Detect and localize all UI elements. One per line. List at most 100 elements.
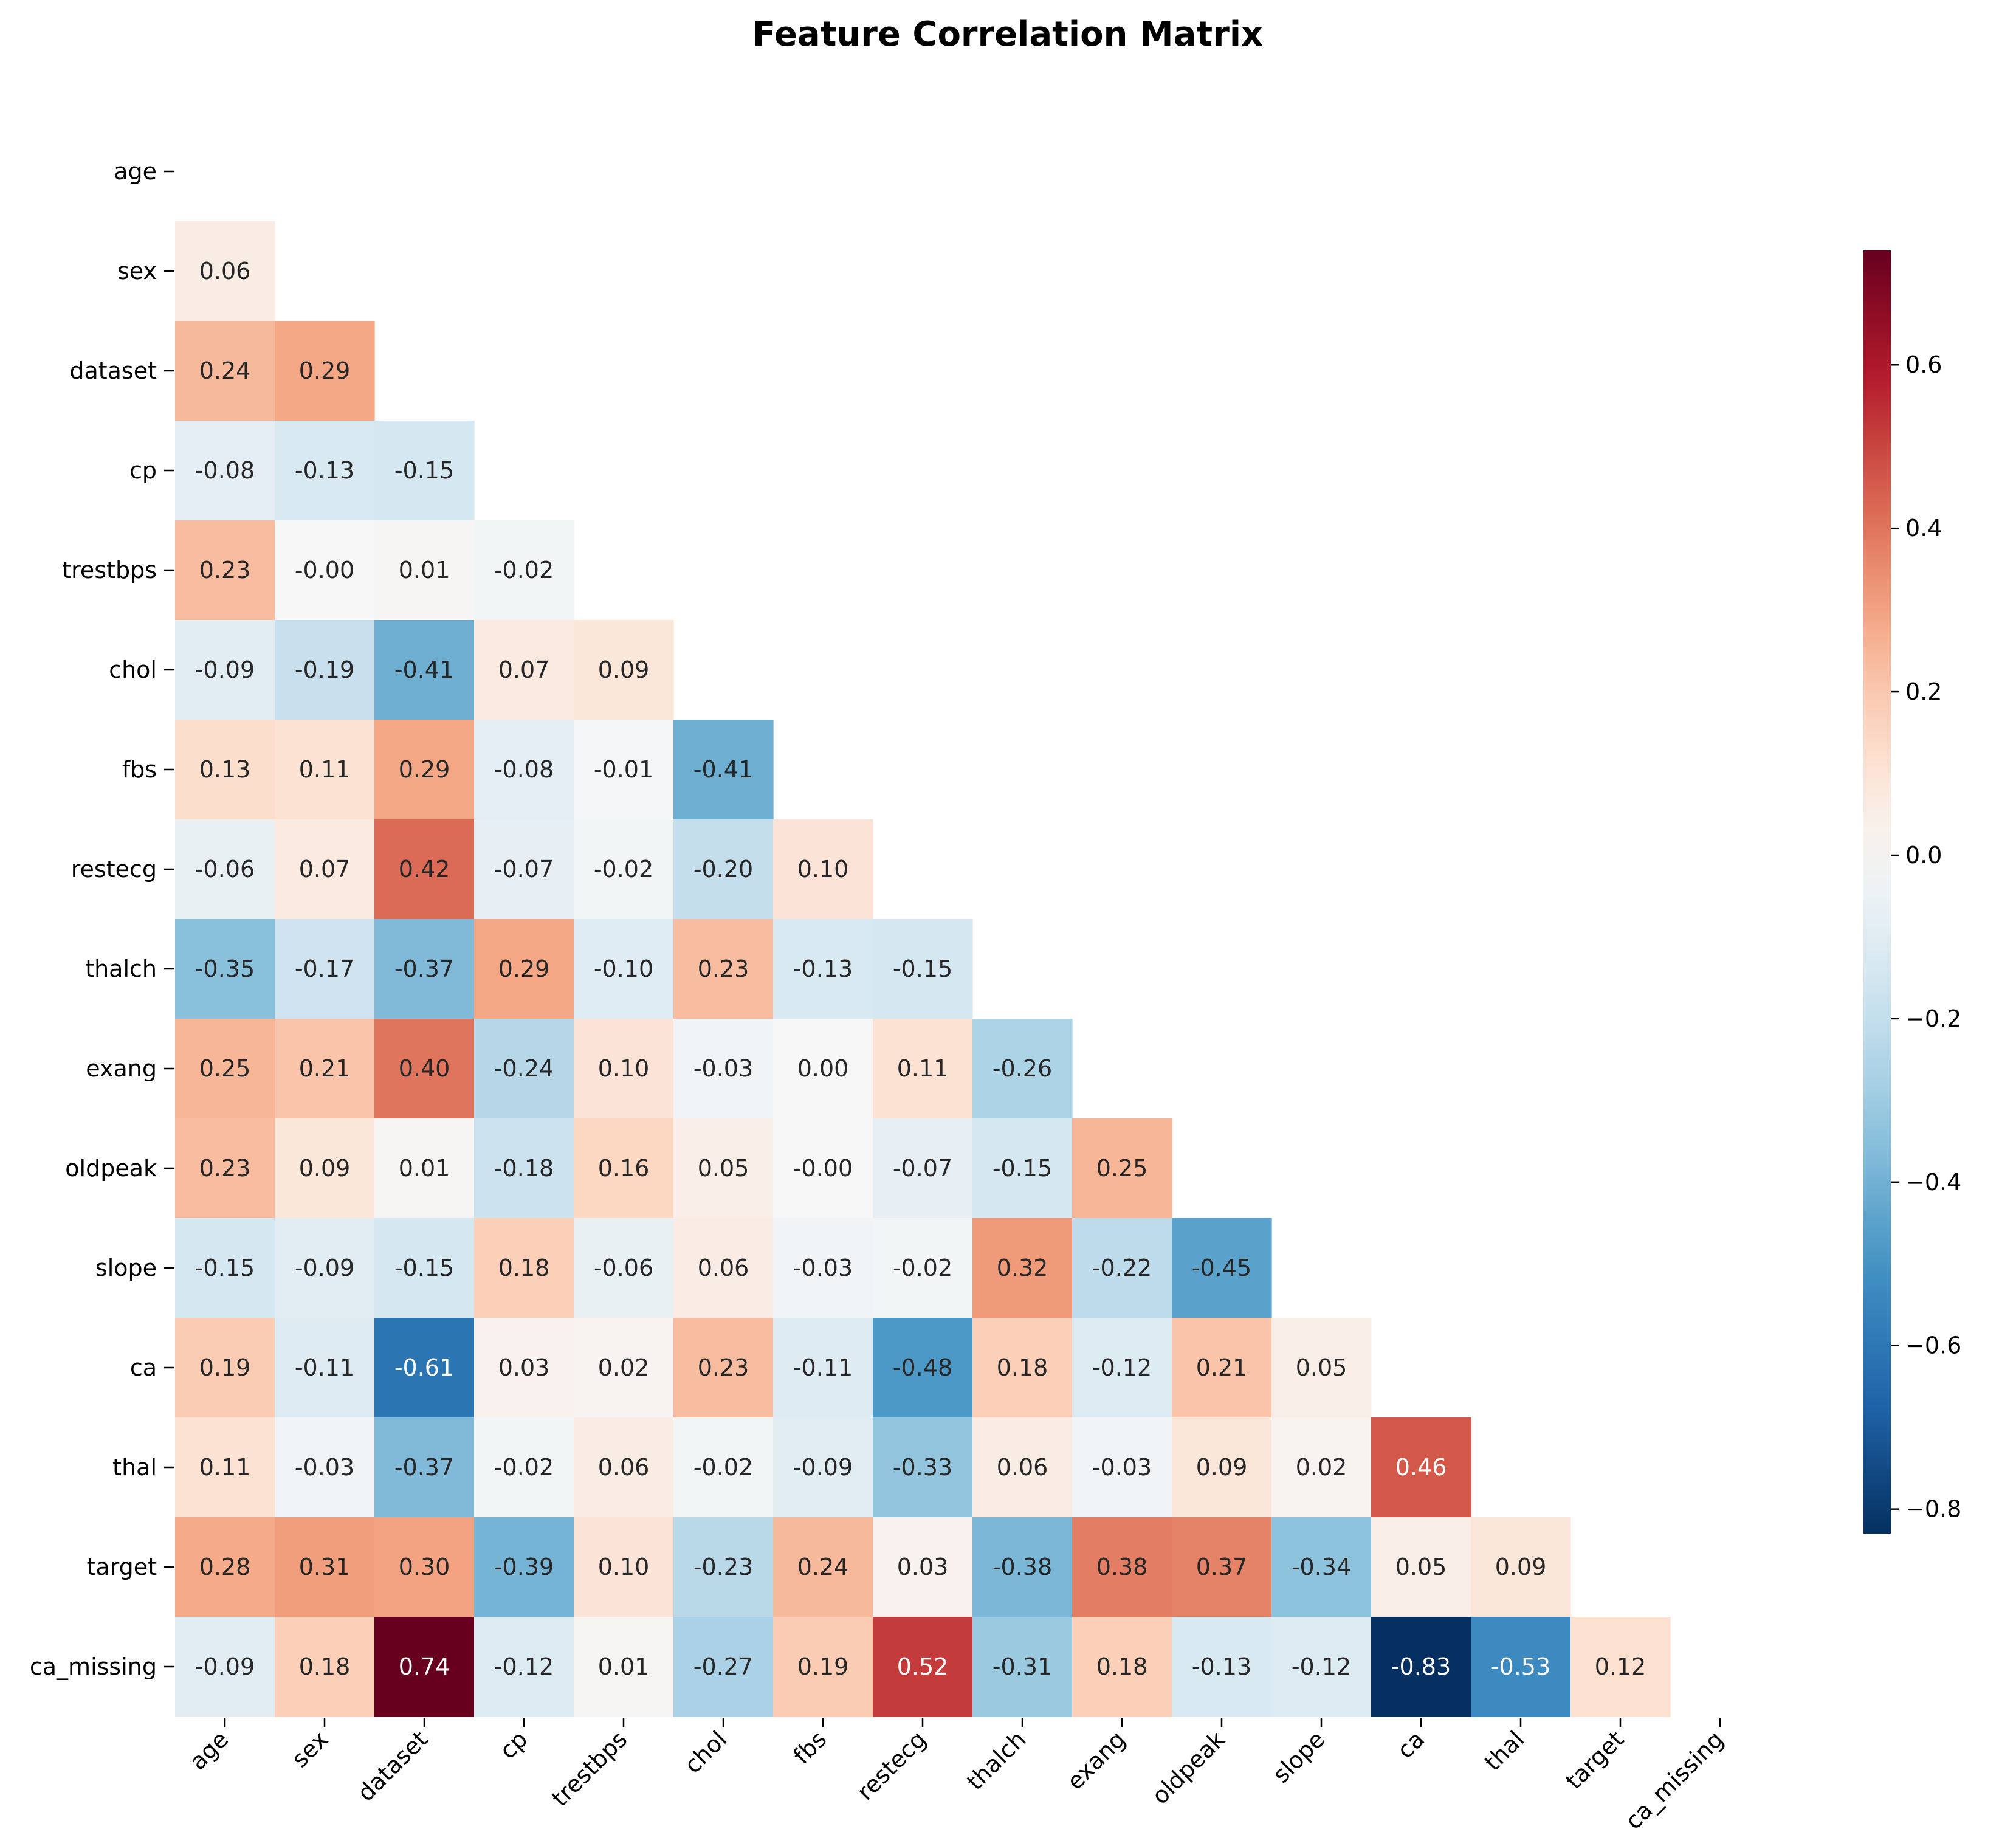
cell-target-dataset xyxy=(374,1517,475,1617)
cell-value-thal-exang: -0.03 xyxy=(1092,1454,1152,1481)
cell-thalch-sex xyxy=(275,919,375,1019)
cell-restecg-trestbps xyxy=(574,819,674,920)
colorbar-tick-label-6: 0.4 xyxy=(1905,515,1942,542)
cell-value-ca_missing-ca: -0.83 xyxy=(1391,1653,1451,1680)
cell-value-thalch-dataset: -0.37 xyxy=(394,956,454,982)
y-tick-label-oldpeak: oldpeak xyxy=(65,1155,157,1182)
cell-value-thal-slope: 0.02 xyxy=(1296,1454,1347,1481)
cell-value-oldpeak-age: 0.23 xyxy=(199,1155,251,1182)
cell-oldpeak-age xyxy=(175,1118,275,1219)
cell-oldpeak-thalch xyxy=(972,1118,1073,1219)
cell-value-ca_missing-chol: -0.27 xyxy=(693,1653,753,1680)
x-tick-label-ca: ca xyxy=(1392,1726,1429,1763)
cell-value-trestbps-age: 0.23 xyxy=(199,557,251,584)
cell-thalch-fbs xyxy=(773,919,873,1019)
y-tick-label-slope: slope xyxy=(95,1255,157,1281)
cell-restecg-dataset xyxy=(374,819,475,920)
cell-thal-dataset xyxy=(374,1417,475,1518)
x-tick-label-ca_missing: ca_missing xyxy=(1620,1726,1729,1832)
cell-value-restecg-age: -0.06 xyxy=(195,856,255,883)
x-tick-label-chol: chol xyxy=(679,1726,732,1779)
cell-value-restecg-sex: 0.07 xyxy=(299,856,351,883)
cell-value-oldpeak-thalch: -0.15 xyxy=(993,1155,1052,1182)
y-tick-label-ca_missing: ca_missing xyxy=(30,1653,157,1680)
cell-value-ca_missing-sex: 0.18 xyxy=(299,1653,351,1680)
cell-value-target-sex: 0.31 xyxy=(299,1554,351,1580)
cell-target-chol xyxy=(673,1517,774,1617)
cell-ca_missing-trestbps xyxy=(574,1617,674,1717)
cell-value-oldpeak-cp: -0.18 xyxy=(494,1155,554,1182)
cell-value-restecg-dataset: 0.42 xyxy=(399,856,450,883)
cell-value-slope-oldpeak: -0.45 xyxy=(1192,1255,1251,1281)
cell-value-slope-restecg: -0.02 xyxy=(893,1255,952,1281)
cell-value-ca_missing-dataset: 0.74 xyxy=(399,1653,450,1680)
cell-value-ca-trestbps: 0.02 xyxy=(598,1354,650,1381)
cell-dataset-sex xyxy=(275,321,375,421)
cell-value-target-dataset: 0.30 xyxy=(399,1554,450,1580)
cell-value-sex-age: 0.06 xyxy=(199,258,251,284)
cell-thalch-age xyxy=(175,919,275,1019)
cell-value-cp-dataset: -0.15 xyxy=(394,457,454,484)
cell-slope-dataset xyxy=(374,1218,475,1318)
cell-value-thalch-fbs: -0.13 xyxy=(793,956,853,982)
cell-target-thal xyxy=(1471,1517,1571,1617)
cell-value-restecg-cp: -0.07 xyxy=(494,856,554,883)
cell-value-fbs-age: 0.13 xyxy=(199,756,251,783)
cell-target-oldpeak xyxy=(1172,1517,1272,1617)
y-tick-label-fbs: fbs xyxy=(122,756,157,783)
cell-ca-exang xyxy=(1072,1318,1172,1418)
cell-value-ca_missing-oldpeak: -0.13 xyxy=(1192,1653,1251,1680)
cell-ca_missing-target xyxy=(1570,1617,1671,1717)
cell-slope-age xyxy=(175,1218,275,1318)
cell-value-thal-oldpeak: 0.09 xyxy=(1196,1454,1248,1481)
cell-chol-sex xyxy=(275,620,375,720)
cell-trestbps-sex xyxy=(275,520,375,621)
cell-restecg-sex xyxy=(275,819,375,920)
colorbar: −0.8 −0.6 −0.4 −0.2 0.0 0.2 0.4 0.6 xyxy=(1863,250,1961,1534)
cell-ca-chol xyxy=(673,1318,774,1418)
cell-oldpeak-dataset xyxy=(374,1118,475,1219)
cell-slope-thalch xyxy=(972,1218,1073,1318)
y-tick-label-ca: ca xyxy=(130,1354,157,1381)
cell-ca_missing-fbs xyxy=(773,1617,873,1717)
cell-value-ca_missing-thal: -0.53 xyxy=(1491,1653,1550,1680)
cell-ca_missing-cp xyxy=(474,1617,574,1717)
cell-slope-restecg xyxy=(873,1218,973,1318)
y-tick-label-chol: chol xyxy=(109,656,157,683)
cell-value-exang-sex: 0.21 xyxy=(299,1055,351,1082)
cell-ca-sex xyxy=(275,1318,375,1418)
cell-exang-age xyxy=(175,1019,275,1119)
cell-trestbps-age xyxy=(175,520,275,621)
y-tick-label-exang: exang xyxy=(86,1055,157,1082)
cell-value-slope-trestbps: -0.06 xyxy=(594,1255,653,1281)
cell-exang-chol xyxy=(673,1019,774,1119)
cell-value-fbs-trestbps: -0.01 xyxy=(594,756,653,783)
colorbar-tick-label-3: −0.2 xyxy=(1905,1005,1961,1032)
cell-oldpeak-restecg xyxy=(873,1118,973,1219)
x-tick-label-exang: exang xyxy=(1062,1726,1131,1795)
cell-value-exang-thalch: -0.26 xyxy=(993,1055,1052,1082)
cell-value-target-thalch: -0.38 xyxy=(993,1554,1052,1580)
cell-ca_missing-thal xyxy=(1471,1617,1571,1717)
cell-value-oldpeak-exang: 0.25 xyxy=(1096,1155,1148,1182)
cell-value-thal-trestbps: 0.06 xyxy=(598,1454,650,1481)
x-tick-label-thalch: thalch xyxy=(962,1726,1031,1795)
cell-target-ca xyxy=(1371,1517,1471,1617)
cell-oldpeak-chol xyxy=(673,1118,774,1219)
cell-thal-chol xyxy=(673,1417,774,1518)
cell-value-target-cp: -0.39 xyxy=(494,1554,554,1580)
cell-value-exang-restecg: 0.11 xyxy=(897,1055,949,1082)
cell-value-thal-fbs: -0.09 xyxy=(793,1454,853,1481)
cell-target-cp xyxy=(474,1517,574,1617)
cell-value-slope-chol: 0.06 xyxy=(698,1255,749,1281)
cell-ca_missing-exang xyxy=(1072,1617,1172,1717)
cell-value-restecg-chol: -0.20 xyxy=(693,856,753,883)
cell-value-ca-restecg: -0.48 xyxy=(893,1354,952,1381)
x-tick-label-trestbps: trestbps xyxy=(546,1726,632,1811)
cell-value-restecg-trestbps: -0.02 xyxy=(594,856,653,883)
cell-thal-restecg xyxy=(873,1417,973,1518)
x-tick-label-target: target xyxy=(1561,1726,1629,1794)
cell-ca_missing-chol xyxy=(673,1617,774,1717)
cell-value-fbs-cp: -0.08 xyxy=(494,756,554,783)
cell-value-fbs-sex: 0.11 xyxy=(299,756,351,783)
